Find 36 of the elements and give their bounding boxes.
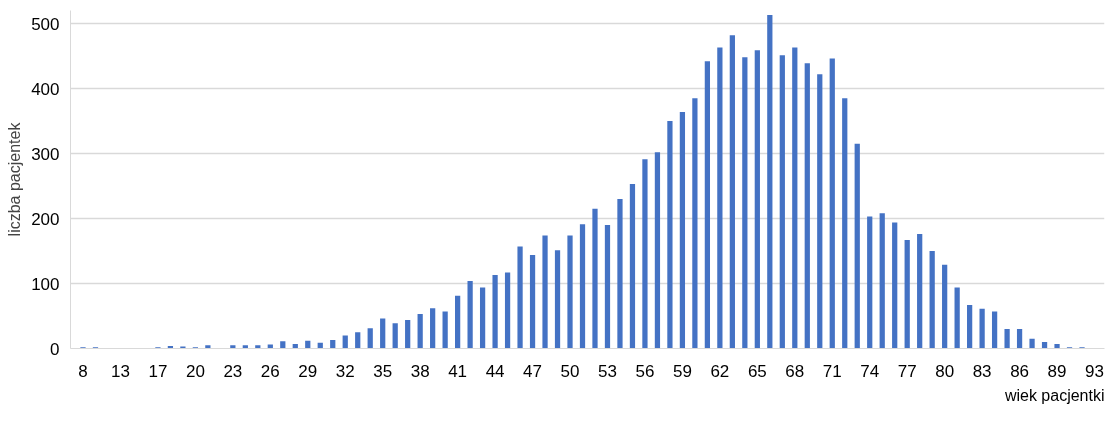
x-tick-label: 8 bbox=[78, 361, 88, 381]
y-tick-label: 400 bbox=[31, 79, 60, 99]
x-tick-label: 80 bbox=[935, 361, 955, 381]
x-tick-label: 17 bbox=[148, 361, 168, 381]
x-tick-label: 56 bbox=[635, 361, 655, 381]
x-tick-label: 29 bbox=[298, 361, 318, 381]
y-tick-label: 0 bbox=[50, 339, 60, 359]
x-tick-label: 83 bbox=[972, 361, 992, 381]
x-tick-label: 41 bbox=[448, 361, 468, 381]
x-tick-label: 62 bbox=[710, 361, 730, 381]
x-tick-label: 77 bbox=[897, 361, 917, 381]
x-tick-label: 65 bbox=[747, 361, 767, 381]
y-tick-label: 500 bbox=[31, 14, 60, 34]
y-tick-label: 100 bbox=[31, 274, 60, 294]
x-tick-label: 35 bbox=[373, 361, 393, 381]
x-tick-label: 71 bbox=[822, 361, 842, 381]
x-tick-label: 23 bbox=[223, 361, 243, 381]
x-tick-label: 13 bbox=[111, 361, 130, 381]
y-tick-label: 200 bbox=[31, 209, 60, 229]
x-tick-label: 26 bbox=[260, 361, 280, 381]
x-tick-label: 44 bbox=[485, 361, 505, 381]
x-tick-label: 93 bbox=[1085, 361, 1104, 381]
x-tick-label: 89 bbox=[1047, 361, 1067, 381]
x-tick-label: 38 bbox=[410, 361, 430, 381]
x-tick-label: 47 bbox=[523, 361, 543, 381]
x-tick-label: 59 bbox=[672, 361, 692, 381]
y-axis-title: liczba pacjentek bbox=[6, 121, 24, 237]
x-axis-title: wiek pacjentki bbox=[1003, 386, 1105, 404]
x-tick-label: 53 bbox=[598, 361, 617, 381]
x-tick-label: 50 bbox=[560, 361, 580, 381]
x-tick-label: 32 bbox=[335, 361, 355, 381]
y-tick-label: 300 bbox=[31, 144, 60, 164]
x-tick-label: 74 bbox=[860, 361, 880, 381]
x-tick-label: 68 bbox=[785, 361, 805, 381]
x-tick-label: 20 bbox=[185, 361, 205, 381]
x-tick-label: 86 bbox=[1010, 361, 1030, 381]
